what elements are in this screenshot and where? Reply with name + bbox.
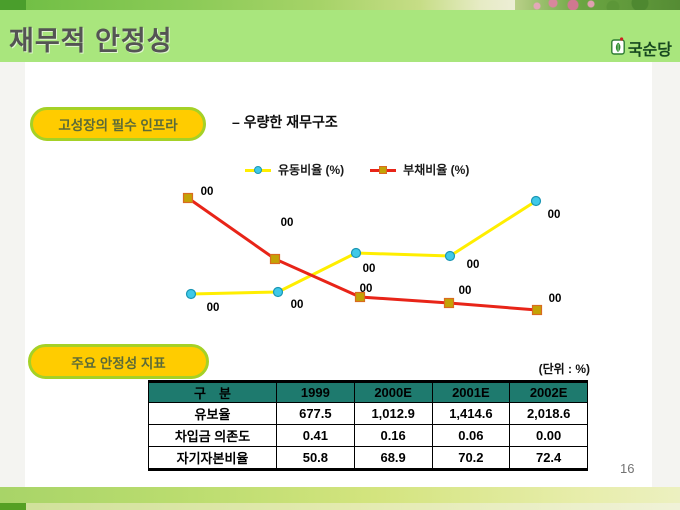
table-row-0: 유보율 677.5 1,012.9 1,414.6 2,018.6 (148, 402, 588, 425)
debt-ratio-marker-icon (370, 165, 397, 175)
row-label-cell: 유보율 (148, 402, 277, 425)
slide-header: 재무적 안정성 국순당 (0, 10, 680, 62)
chart-legend: 유동비율 (%) 부채비율 (%) (245, 161, 469, 178)
footer-band-light (0, 503, 680, 510)
series-0-marker-0 (185, 288, 197, 300)
page-title: 재무적 안정성 (9, 26, 173, 56)
value-cell: 0.41 (276, 424, 355, 447)
series-0-marker-2 (350, 247, 362, 259)
flower-photo-fragment (515, 0, 680, 10)
row-label-cell: 차입금 의존도 (148, 424, 277, 447)
series-1-marker-3 (443, 297, 455, 309)
legend-item-current-ratio: 유동비율 (%) (245, 161, 344, 178)
value-cell: 50.8 (276, 446, 355, 470)
value-cell: 2,018.6 (509, 402, 588, 425)
table-row-2: 자기자본비율 50.8 68.9 70.2 72.4 (148, 446, 588, 470)
logo-text: 국순당 (627, 42, 672, 59)
value-cell: 0.16 (353, 424, 433, 447)
unit-note: (단위 : %) (538, 362, 590, 376)
series-1-marker-2 (354, 291, 366, 303)
table-header-cell-4: 2002E (509, 381, 588, 403)
table-header-cell-0: 구 분 (148, 381, 277, 403)
series-0-marker-3 (444, 250, 456, 262)
series-line-0 (190, 199, 537, 296)
ratio-chart-svg: 00 00 00 00 00 00 00 00 00 00 (182, 186, 562, 316)
value-cell: 0.06 (431, 424, 511, 447)
section1-badge-label: 고성장의 필수 인프라 (58, 118, 178, 133)
legend-label-debt-ratio: 부채비율 (%) (403, 163, 470, 177)
series-0-point-label-1: 00 (291, 299, 304, 311)
legend-item-debt-ratio: 부채비율 (%) (370, 161, 469, 178)
value-cell: 677.5 (276, 402, 355, 425)
series-0-marker-1 (272, 286, 284, 298)
section1-subtitle: – 우량한 재무구조 (232, 114, 338, 130)
legend-label-current-ratio: 유동비율 (%) (278, 163, 345, 177)
section2-badge: 주요 안정성 지표 (28, 344, 209, 379)
stability-table-wrap: 구 분 1999 2000E 2001E 2002E 유보율 677.5 1,012.9 1,… (148, 380, 588, 471)
footer-band-gradient (0, 487, 680, 503)
section2-badge-label: 주요 안정성 지표 (71, 355, 166, 371)
footer-accent-square (0, 503, 26, 510)
value-cell: 72.4 (509, 446, 588, 470)
series-1-point-label-4: 00 (549, 293, 562, 305)
company-logo: 국순당 (610, 36, 672, 60)
stability-table: 구 분 1999 2000E 2001E 2002E 유보율 677.5 1,012.9 1,… (148, 380, 588, 471)
row-label-cell: 자기자본비율 (148, 446, 277, 470)
value-cell: 70.2 (431, 446, 511, 470)
series-1-marker-0 (182, 192, 194, 204)
section1-badge: 고성장의 필수 인프라 (30, 107, 206, 141)
series-1-point-label-1: 00 (281, 217, 294, 229)
ratio-line-chart: 00 00 00 00 00 00 00 00 00 00 (150, 180, 570, 332)
series-0-point-label-4: 00 (548, 209, 561, 221)
value-cell: 1,012.9 (353, 402, 433, 425)
table-header-row: 구 분 1999 2000E 2001E 2002E (148, 381, 588, 403)
value-cell: 68.9 (353, 446, 433, 470)
value-cell: 1,414.6 (431, 402, 511, 425)
series-0-point-label-2: 00 (363, 263, 376, 275)
series-1-point-label-3: 00 (459, 285, 472, 297)
series-1-marker-1 (269, 253, 281, 265)
series-0-point-label-0: 00 (207, 302, 220, 314)
table-header-cell-3: 2001E (431, 381, 511, 403)
table-header-cell-1: 1999 (276, 381, 355, 403)
page-number: 16 (620, 461, 635, 476)
series-0-marker-4 (530, 195, 542, 207)
top-photo-strip (0, 0, 680, 10)
series-1-point-label-2: 00 (360, 283, 373, 295)
leaf-logo-icon (610, 36, 626, 60)
value-cell: 0.00 (509, 424, 588, 447)
table-header-cell-2: 2000E (353, 381, 433, 403)
series-0-point-label-3: 00 (467, 259, 480, 271)
series-1-point-label-0: 00 (201, 186, 214, 198)
table-row-1: 차입금 의존도 0.41 0.16 0.06 0.00 (148, 424, 588, 447)
current-ratio-marker-icon (245, 165, 271, 175)
series-1-marker-4 (531, 304, 543, 316)
